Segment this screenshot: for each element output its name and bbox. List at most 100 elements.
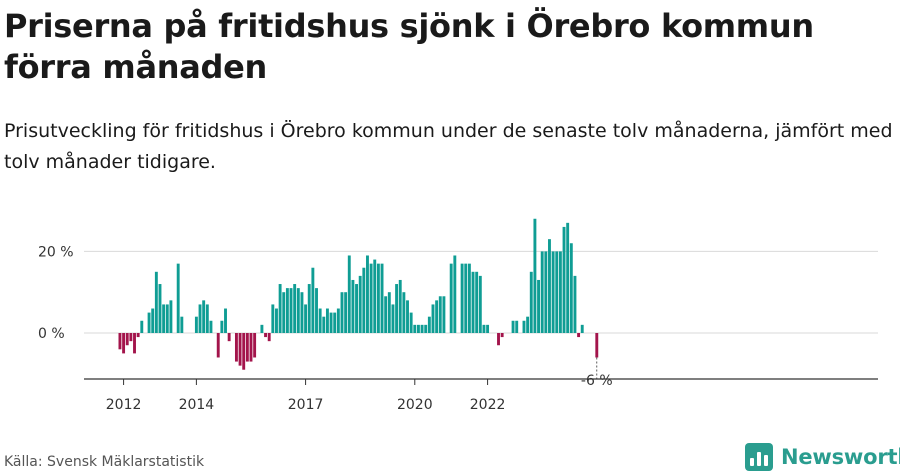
- bar: [529, 271, 533, 333]
- x-tick-label: 2014: [179, 397, 215, 413]
- bar: [566, 222, 570, 333]
- bar: [358, 275, 362, 333]
- bar: [311, 267, 315, 333]
- bar: [209, 320, 213, 333]
- bar: [362, 267, 366, 333]
- bar: [580, 324, 584, 333]
- bar: [402, 292, 406, 333]
- x-tick-label: 2012: [106, 397, 142, 413]
- bar: [194, 316, 198, 333]
- bar: [420, 324, 424, 333]
- bar: [118, 333, 122, 350]
- bar: [424, 324, 428, 333]
- bar: [216, 333, 220, 358]
- bar: [500, 333, 504, 338]
- bar: [373, 259, 377, 333]
- bar: [245, 333, 249, 362]
- bar: [253, 333, 257, 358]
- bar: [387, 292, 391, 333]
- bar: [315, 288, 318, 333]
- bar: [533, 218, 537, 333]
- bar: [340, 292, 344, 333]
- x-tick-label: 2017: [288, 397, 324, 413]
- source-note: Källa: Svensk Mäklarstatistik: [4, 454, 205, 470]
- bar: [140, 320, 144, 333]
- bar: [409, 312, 413, 333]
- bar: [271, 304, 275, 333]
- x-tick-label: 2022: [470, 397, 506, 413]
- bar: [376, 263, 380, 333]
- bar: [227, 333, 231, 342]
- chart-title: Priserna på fritidshus sjönk i Örebro ko…: [4, 7, 814, 86]
- newsworthy-logo-icon: [745, 443, 773, 471]
- chart-subtitle: Prisutveckling för fritidshus i Örebro k…: [4, 120, 893, 173]
- bar: [395, 284, 399, 333]
- bar: [336, 308, 340, 333]
- bar: [136, 333, 140, 338]
- bar: [355, 284, 358, 333]
- bar: [205, 304, 209, 333]
- bar: [406, 300, 409, 333]
- bar: [460, 263, 464, 333]
- bar: [198, 304, 202, 333]
- bar: [482, 324, 486, 333]
- bar: [497, 333, 500, 346]
- bar: [300, 292, 304, 333]
- bar: [391, 304, 395, 333]
- bar: [398, 279, 402, 333]
- bar: [267, 333, 271, 342]
- bar: [296, 288, 300, 333]
- y-tick-label: 0 %: [38, 326, 65, 342]
- bar: [180, 316, 184, 333]
- bar: [264, 333, 267, 338]
- bar: [242, 333, 246, 370]
- bar: [147, 312, 151, 333]
- bar: [486, 324, 490, 333]
- last-value-label: -6 %: [581, 373, 613, 389]
- bar: [289, 288, 293, 333]
- bar: [449, 263, 453, 333]
- bar: [329, 312, 333, 333]
- bar: [333, 312, 337, 333]
- bar: [176, 263, 180, 333]
- bar: [249, 333, 253, 362]
- bar: [555, 251, 559, 333]
- bar: [544, 251, 548, 333]
- bar: [260, 324, 264, 333]
- bar: [413, 324, 417, 333]
- bar: [558, 251, 562, 333]
- bar: [307, 284, 311, 333]
- bar: [202, 300, 206, 333]
- newsworthy-logo: Newsworthy: [745, 441, 900, 473]
- bar: [322, 316, 326, 333]
- bar: [304, 304, 308, 333]
- bar: [366, 255, 369, 333]
- bar: [125, 333, 129, 346]
- bar: [464, 263, 468, 333]
- bar: [293, 284, 297, 333]
- bar: [278, 284, 282, 333]
- bar: [285, 288, 289, 333]
- bar: [511, 320, 515, 333]
- bar: [453, 255, 457, 333]
- bar: [151, 308, 155, 333]
- bar: [438, 296, 442, 333]
- bar: [573, 275, 577, 333]
- bar: [169, 300, 173, 333]
- brand-name: Newsworthy: [781, 445, 900, 469]
- bar: [282, 292, 286, 333]
- bar: [467, 263, 471, 333]
- bar: [234, 333, 238, 362]
- bar: [129, 333, 133, 342]
- bar: [548, 239, 551, 333]
- bar: [431, 304, 435, 333]
- bar: [416, 324, 420, 333]
- bar: [122, 333, 126, 354]
- bar: [344, 292, 348, 333]
- bar: [537, 279, 540, 333]
- bar: [318, 308, 322, 333]
- bar: [478, 275, 482, 333]
- bar: [540, 251, 544, 333]
- bar: [369, 263, 373, 333]
